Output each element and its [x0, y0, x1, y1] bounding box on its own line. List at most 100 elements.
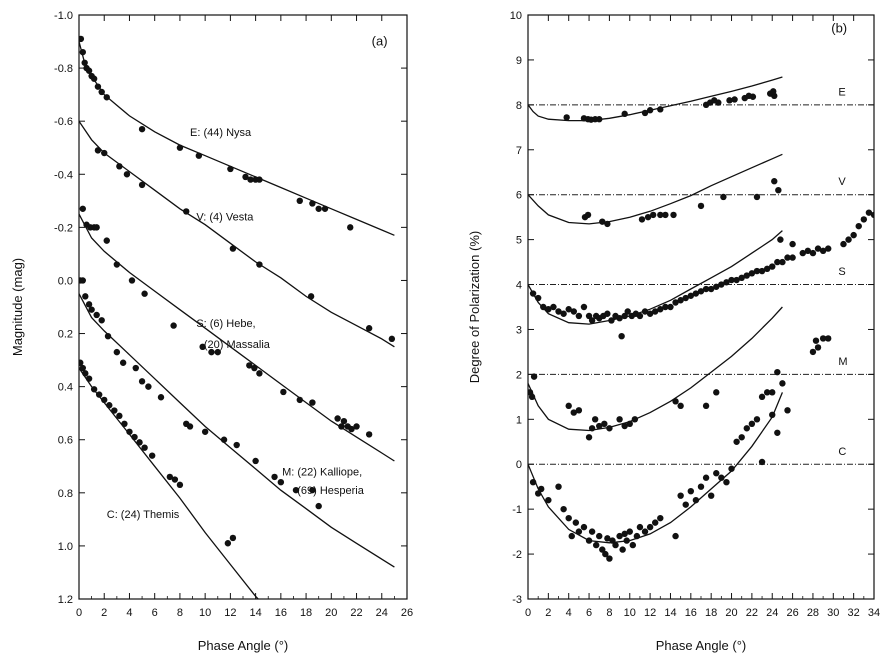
- data-point-s: [728, 276, 735, 284]
- data-point-c: [623, 537, 630, 544]
- data-point-e: [98, 88, 105, 96]
- data-point-m: [233, 441, 240, 449]
- data-point-m: [157, 394, 165, 401]
- data-point-m: [702, 402, 710, 410]
- data-point-c: [697, 483, 705, 490]
- data-point-c: [555, 483, 562, 490]
- data-point-c: [224, 540, 232, 547]
- data-point-v: [256, 261, 263, 268]
- data-point-m: [315, 502, 322, 510]
- y-tick-label: 0: [516, 459, 522, 471]
- series-curve-m: [528, 306, 783, 432]
- chart-panel-b: 0 2 4 6 8 10 12 14 16 18 20 22 24 26 28 30 32 34-3-2-1012…: [467, 10, 880, 653]
- data-point-c: [585, 537, 593, 544]
- data-point-c: [534, 490, 542, 497]
- data-point-m: [113, 348, 121, 356]
- data-point-v: [116, 163, 123, 170]
- x-tick-label: 4: [566, 607, 572, 619]
- x-tick-label: 18: [300, 607, 312, 619]
- y-tick-label: 0.0: [58, 275, 73, 287]
- series-annotation: M: (22) Kalliope,: [282, 467, 362, 479]
- data-point-c: [619, 546, 626, 553]
- data-point-c: [79, 359, 84, 366]
- data-point-s: [677, 297, 684, 304]
- y-tick-label: -0.8: [54, 63, 73, 75]
- series-annotation: C: (24) Themis: [107, 509, 180, 521]
- data-point-c: [728, 465, 735, 472]
- series-annotation: M: [838, 356, 847, 368]
- data-point-s: [667, 303, 674, 311]
- data-point-c: [677, 492, 684, 499]
- data-point-s: [565, 306, 572, 313]
- data-point-c: [692, 496, 700, 504]
- x-tick-label: 16: [685, 607, 697, 619]
- x-tick-label: 4: [126, 607, 132, 619]
- data-point-c: [738, 434, 745, 441]
- data-point-s: [365, 431, 373, 438]
- data-point-s: [575, 312, 583, 320]
- data-point-s: [723, 279, 730, 286]
- data-point-s: [652, 308, 659, 315]
- data-point-c: [560, 505, 567, 513]
- x-tick-label: 14: [664, 607, 676, 619]
- data-point-c: [718, 474, 725, 481]
- data-point-s: [814, 245, 822, 252]
- data-point-c: [171, 476, 179, 483]
- y-tick-label: 0.2: [58, 329, 73, 341]
- data-point-s: [338, 423, 345, 430]
- data-point-c: [702, 474, 710, 481]
- data-point-s: [141, 290, 148, 297]
- data-point-s: [718, 281, 725, 288]
- data-point-m: [774, 368, 781, 376]
- data-point-s: [545, 306, 552, 313]
- plot-frame: [527, 14, 875, 600]
- x-axis-label: Phase Angle (°): [656, 638, 746, 653]
- data-point-s: [743, 272, 750, 279]
- series-curve-e: [528, 76, 783, 122]
- x-tick-label: 6: [152, 607, 158, 619]
- data-point-v: [94, 147, 102, 154]
- data-point-m: [309, 486, 316, 494]
- x-tick-label: 2: [545, 607, 551, 619]
- data-point-s: [256, 370, 263, 377]
- y-tick-label: -3: [512, 594, 522, 606]
- data-point-s: [845, 236, 852, 243]
- data-point-e: [90, 75, 98, 82]
- data-point-s: [534, 294, 542, 302]
- data-point-e: [621, 110, 628, 118]
- data-point-s: [79, 205, 86, 212]
- data-point-c: [596, 532, 603, 540]
- data-point-m: [819, 335, 827, 342]
- data-point-m: [119, 359, 127, 366]
- y-tick-label: 3: [516, 324, 522, 336]
- data-point-s: [855, 222, 862, 230]
- series-annotation: E: [838, 86, 845, 98]
- data-point-s: [560, 310, 567, 317]
- data-point-c: [612, 541, 619, 549]
- y-tick-label: 5: [516, 235, 522, 247]
- data-point-m: [677, 402, 684, 410]
- data-point-e: [195, 152, 203, 159]
- data-point-s: [170, 322, 177, 329]
- series-annotation: V: (4) Vesta: [196, 212, 254, 224]
- data-point-s: [309, 399, 316, 406]
- data-point-s: [860, 216, 868, 223]
- series-curve-v: [79, 120, 395, 348]
- data-point-v: [123, 171, 131, 178]
- data-point-m: [763, 389, 771, 396]
- data-point-e: [176, 144, 184, 151]
- series-curve-c: [528, 392, 784, 544]
- data-point-s: [580, 303, 588, 311]
- data-point-m: [825, 335, 832, 342]
- data-point-e: [79, 35, 85, 43]
- data-point-s: [682, 294, 689, 302]
- data-point-s: [825, 245, 832, 252]
- y-tick-label: 0.6: [58, 435, 73, 447]
- data-point-s: [774, 258, 781, 266]
- y-tick-label: 7: [516, 145, 522, 157]
- data-point-c: [592, 541, 600, 549]
- data-point-m: [769, 389, 776, 396]
- data-point-s: [604, 310, 611, 317]
- data-point-s: [93, 224, 100, 231]
